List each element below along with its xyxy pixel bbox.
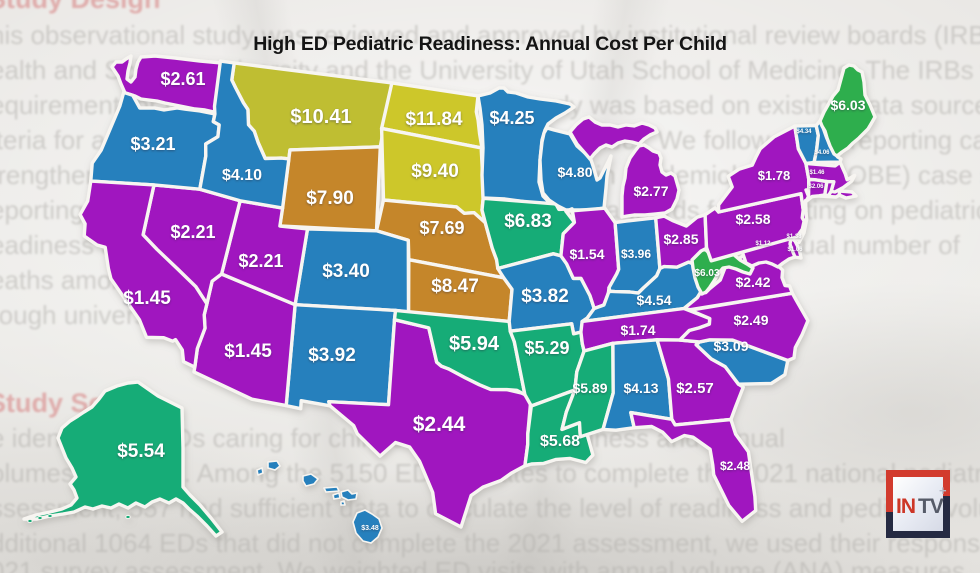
svg-text:$11.84: $11.84 bbox=[405, 109, 462, 130]
svg-text:$3.96: $3.96 bbox=[621, 247, 651, 261]
svg-text:$4.25: $4.25 bbox=[489, 108, 534, 128]
svg-text:$2.44: $2.44 bbox=[413, 413, 466, 436]
svg-text:$2.06: $2.06 bbox=[808, 184, 824, 190]
svg-text:$5.89: $5.89 bbox=[572, 380, 607, 396]
svg-text:$1.12: $1.12 bbox=[755, 241, 771, 247]
svg-text:$1.06: $1.06 bbox=[787, 247, 803, 253]
svg-text:$8.47: $8.47 bbox=[431, 276, 479, 297]
svg-text:$5.54: $5.54 bbox=[117, 441, 165, 462]
svg-text:$4.06: $4.06 bbox=[814, 150, 830, 156]
svg-text:$2.85: $2.85 bbox=[663, 231, 698, 247]
svg-text:$4.80: $4.80 bbox=[557, 164, 592, 180]
svg-text:$5.68: $5.68 bbox=[540, 433, 580, 450]
svg-text:$3.82: $3.82 bbox=[521, 286, 569, 307]
svg-text:$9.40: $9.40 bbox=[411, 161, 459, 182]
svg-text:$4.13: $4.13 bbox=[623, 380, 658, 396]
svg-text:$1.38: $1.38 bbox=[786, 234, 802, 240]
svg-text:$1.78: $1.78 bbox=[758, 168, 791, 183]
svg-text:$2.42: $2.42 bbox=[735, 274, 770, 290]
svg-text:$1.54: $1.54 bbox=[569, 246, 604, 262]
svg-text:$5.94: $5.94 bbox=[449, 333, 500, 355]
svg-text:TV: TV bbox=[918, 495, 944, 518]
svg-text:$6.83: $6.83 bbox=[504, 211, 552, 232]
svg-text:$3.21: $3.21 bbox=[130, 134, 175, 154]
svg-text:$7.90: $7.90 bbox=[306, 188, 354, 209]
svg-text:+: + bbox=[939, 483, 947, 498]
svg-text:$3.48: $3.48 bbox=[361, 525, 379, 532]
svg-text:$4.54: $4.54 bbox=[636, 292, 671, 308]
svg-text:$2.61: $2.61 bbox=[160, 69, 205, 89]
svg-text:$4.34: $4.34 bbox=[796, 129, 812, 135]
svg-text:$2.21: $2.21 bbox=[238, 251, 283, 271]
svg-text:$4.10: $4.10 bbox=[222, 167, 262, 184]
svg-text:$1.45: $1.45 bbox=[123, 288, 171, 309]
svg-text:$2.21: $2.21 bbox=[170, 222, 215, 242]
svg-text:$1.45: $1.45 bbox=[224, 341, 272, 362]
svg-text:$3.92: $3.92 bbox=[308, 345, 356, 366]
svg-text:$5.29: $5.29 bbox=[524, 338, 569, 358]
svg-text:$2.77: $2.77 bbox=[633, 183, 668, 199]
svg-text:$2.49: $2.49 bbox=[733, 312, 768, 328]
svg-text:$1.46: $1.46 bbox=[809, 170, 825, 176]
svg-text:$3.40: $3.40 bbox=[322, 261, 370, 282]
svg-text:$2.48: $2.48 bbox=[720, 459, 750, 473]
svg-text:$6.03: $6.03 bbox=[694, 268, 719, 279]
svg-text:$6.03: $6.03 bbox=[830, 97, 865, 113]
svg-text:$2.58: $2.58 bbox=[735, 211, 770, 227]
svg-text:$7.69: $7.69 bbox=[419, 218, 464, 238]
svg-text:IN: IN bbox=[896, 495, 915, 518]
svg-text:$3.09: $3.09 bbox=[713, 338, 748, 354]
svg-text:$2.57: $2.57 bbox=[676, 380, 714, 397]
svg-text:$1.74: $1.74 bbox=[620, 322, 655, 338]
svg-text:$10.41: $10.41 bbox=[290, 106, 351, 128]
